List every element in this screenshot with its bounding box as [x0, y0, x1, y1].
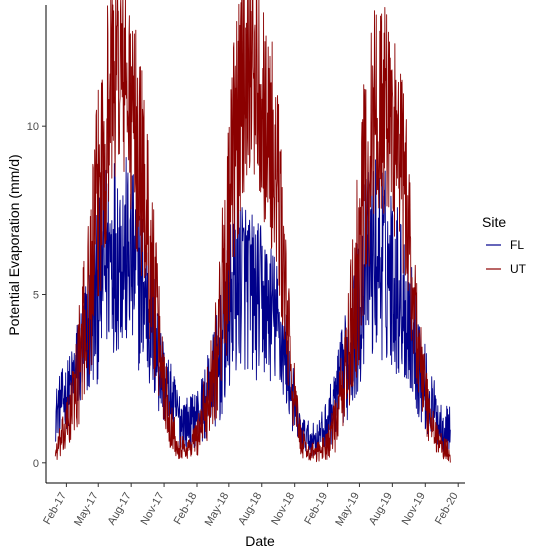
x-tick-label: Nov-19: [400, 491, 428, 528]
legend-items: FL UT: [486, 238, 527, 276]
x-tick-label: May-19: [333, 491, 362, 529]
y-tick-label: 0: [33, 458, 39, 470]
x-tick-label: Nov-18: [269, 491, 297, 528]
x-tick-label: Feb-19: [302, 491, 330, 527]
legend-label-ut: UT: [510, 262, 527, 276]
legend-label-fl: FL: [510, 238, 524, 252]
x-ticks: Feb-17 May-17 Aug-17 Nov-17 Feb-18 May-18 Aug-…: [41, 483, 461, 528]
series-line-ut: [54, 0, 451, 463]
y-axis-title: Potential Evaporation (mm/d): [6, 154, 22, 335]
y-tick-label: 5: [33, 289, 39, 301]
legend: Site FL UT: [482, 214, 527, 276]
y-tick-label: 10: [27, 121, 39, 133]
series-line-fl: [54, 154, 451, 457]
x-tick-label: Aug-18: [236, 491, 264, 528]
series-layer: [54, 0, 451, 463]
x-axis-title: Date: [245, 533, 275, 549]
x-tick-label: May-18: [203, 491, 232, 529]
x-tick-label: Feb-20: [433, 491, 461, 527]
y-ticks: 0 5 10: [27, 121, 46, 470]
x-tick-label: Feb-18: [172, 491, 200, 527]
x-tick-label: May-17: [72, 491, 101, 529]
legend-title: Site: [482, 214, 506, 230]
x-tick-label: Aug-19: [367, 491, 395, 528]
x-tick-label: Feb-17: [41, 491, 69, 527]
x-tick-label: Aug-17: [106, 491, 134, 528]
x-tick-label: Nov-17: [139, 491, 167, 528]
